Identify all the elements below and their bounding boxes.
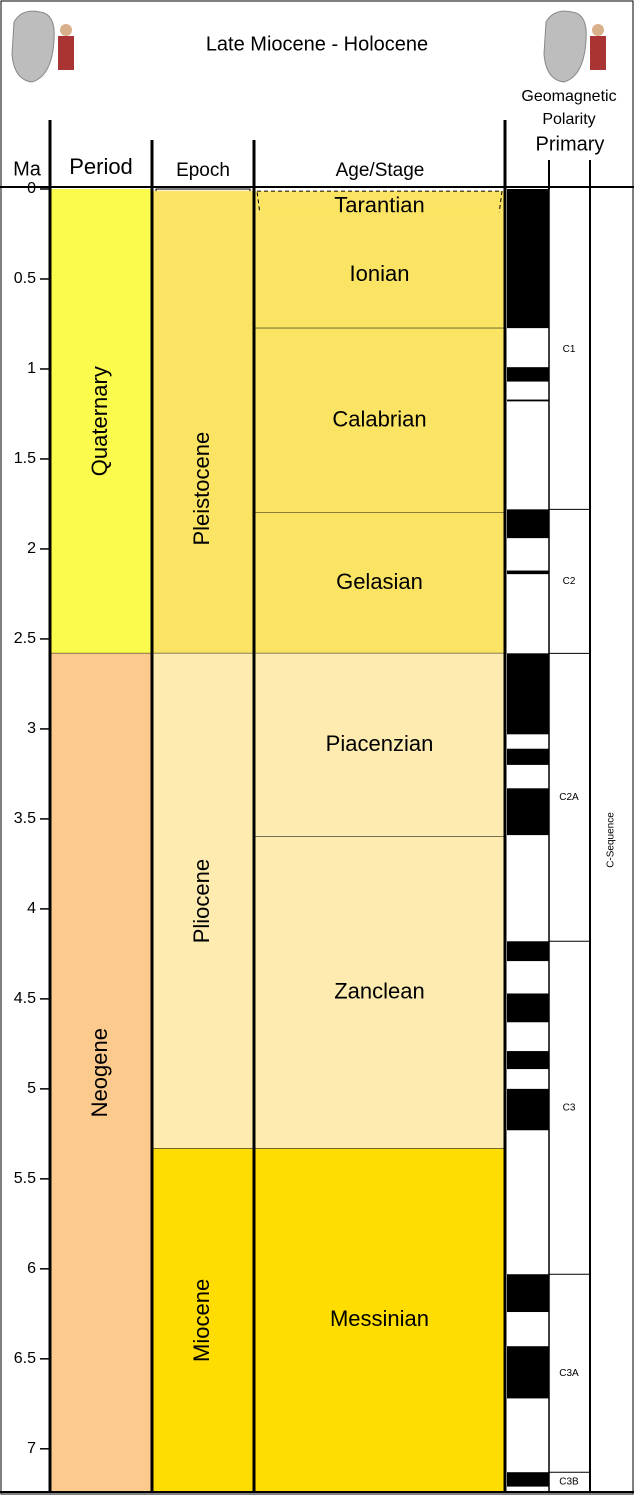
unit-label: Piacenzian: [326, 731, 434, 756]
chron-label: C3: [563, 1102, 576, 1113]
normal-polarity: [507, 189, 549, 329]
y-tick-label: 6.5: [14, 1350, 36, 1367]
normal-polarity: [507, 509, 549, 539]
time-unit: [254, 512, 505, 654]
y-tick-label: 3.5: [14, 810, 36, 827]
unit-label: Calabrian: [332, 406, 426, 431]
normal-polarity: [507, 748, 549, 765]
normal-polarity: [507, 941, 549, 962]
unit-label: Gelasian: [336, 569, 423, 594]
axis-label: Ma: [13, 158, 42, 180]
time-unit: [254, 836, 505, 1149]
normal-polarity: [507, 653, 549, 735]
normal-polarity: [507, 788, 549, 836]
normal-polarity: [507, 367, 549, 382]
time-unit: [254, 328, 505, 513]
y-tick-label: 0: [27, 180, 36, 197]
time-unit: [254, 1148, 505, 1492]
group-title: Polarity: [542, 111, 595, 128]
normal-polarity: [507, 1088, 549, 1131]
time-unit: [254, 212, 505, 329]
time-unit: [152, 191, 254, 654]
chron-label: C3A: [559, 1368, 579, 1379]
unit-label: Miocene: [189, 1279, 214, 1362]
unit-label: Pleistocene: [189, 432, 214, 546]
unit-label: Pliocene: [189, 859, 214, 943]
column-header: Epoch: [176, 160, 230, 181]
y-tick-label: 4: [27, 900, 36, 917]
time-unit: [50, 189, 152, 654]
y-tick-label: 0.5: [14, 270, 36, 287]
normal-polarity: [507, 1051, 549, 1070]
normal-polarity: [507, 570, 549, 575]
normal-polarity: [507, 993, 549, 1023]
y-tick-label: 6: [27, 1260, 36, 1277]
y-tick-label: 1: [27, 360, 36, 377]
sequence-label: C-Sequence: [606, 812, 617, 868]
unit-label: Ionian: [350, 261, 410, 286]
chron-label: C2: [563, 576, 576, 587]
normal-polarity: [507, 1274, 549, 1313]
time-unit: [152, 1148, 254, 1492]
column-header: Age/Stage: [336, 160, 425, 181]
y-tick-label: 1.5: [14, 450, 36, 467]
unit-label: Quaternary: [87, 366, 112, 476]
chron-label: C3B: [559, 1477, 579, 1488]
y-tick-label: 4.5: [14, 990, 36, 1007]
y-tick-label: 2: [27, 540, 36, 557]
chron-label: C1: [563, 344, 576, 355]
normal-polarity: [507, 1346, 549, 1399]
logo-right: [543, 10, 606, 83]
unit-label: Neogene: [87, 1028, 112, 1117]
group-title: Geomagnetic: [521, 88, 616, 105]
time-unit: [50, 653, 152, 1492]
logo-left: [11, 10, 74, 83]
time-unit: [152, 653, 254, 1149]
chron-label: C2A: [559, 792, 579, 803]
unit-label: Messinian: [330, 1306, 429, 1331]
y-tick-label: 3: [27, 720, 36, 737]
normal-polarity: [507, 1472, 549, 1487]
y-tick-label: 7: [27, 1440, 36, 1457]
y-tick-label: 5.5: [14, 1170, 36, 1187]
column-header: Primary: [536, 133, 605, 155]
column-header: Period: [69, 154, 133, 179]
unit-label: Zanclean: [334, 979, 425, 1004]
chart-title: Late Miocene - Holocene: [206, 33, 428, 55]
y-tick-label: 2.5: [14, 630, 36, 647]
normal-polarity: [507, 399, 549, 402]
y-tick-label: 5: [27, 1080, 36, 1097]
time-unit: [254, 653, 505, 837]
